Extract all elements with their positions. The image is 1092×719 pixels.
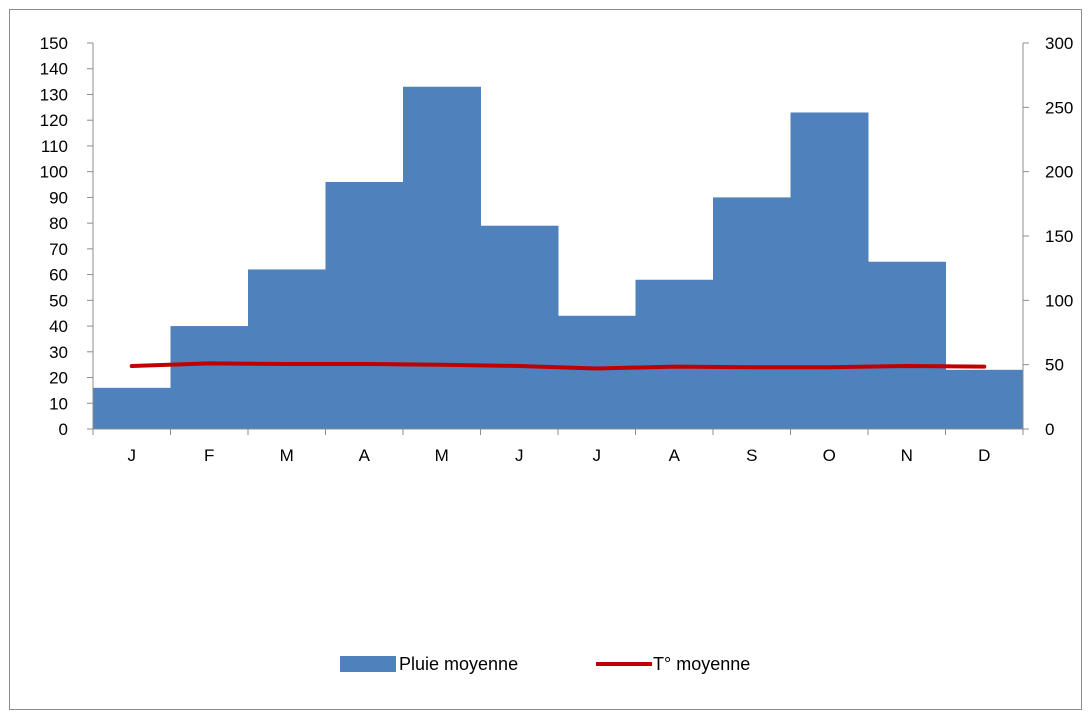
x-tick-label: J (128, 446, 137, 465)
y-left-tick-label: 100 (40, 163, 68, 182)
bar-pluie-2 (248, 269, 326, 429)
legend: Pluie moyenne T° moyenne (340, 654, 750, 674)
y-right-tick-label: 200 (1045, 163, 1073, 182)
y-left-tick-label: 30 (49, 343, 68, 362)
y-left-tick-label: 40 (49, 317, 68, 336)
x-tick-label: J (515, 446, 524, 465)
y-left-tick-label: 70 (49, 240, 68, 259)
x-tick-label: M (280, 446, 294, 465)
bar-pluie-8 (713, 197, 791, 429)
bar-pluie-9 (790, 112, 869, 429)
y-right-tick-label: 300 (1045, 34, 1073, 53)
y-left-tick-label: 80 (49, 214, 68, 233)
y-right-tick-label: 50 (1045, 356, 1064, 375)
x-tick-label: J (593, 446, 602, 465)
bar-pluie-3 (325, 181, 404, 429)
x-tick-label: O (823, 446, 836, 465)
y-right-tick-label: 0 (1045, 420, 1054, 439)
y-left-tick-label: 140 (40, 60, 68, 79)
y-left-tick-label: 110 (41, 137, 68, 156)
y-left-tick-label: 130 (40, 85, 68, 104)
y-right-tick-label: 150 (1045, 227, 1073, 246)
chart-frame: 0 10 20 30 40 50 60 70 80 90 100 110 120 130 140 150 0 50… (9, 9, 1082, 710)
y-left-tick-label: 10 (49, 394, 68, 413)
bar-pluie-1 (170, 326, 249, 429)
y-left-tick-label: 60 (49, 266, 68, 285)
y-left-tick-label: 0 (59, 420, 68, 439)
x-tick-label: N (901, 446, 913, 465)
y-left-tick-label: 150 (40, 34, 68, 53)
x-tick-label: S (746, 446, 757, 465)
x-tick-label: D (978, 446, 990, 465)
bar-pluie-4 (403, 86, 481, 429)
x-tick-label: M (435, 446, 449, 465)
legend-label-temperature: T° moyenne (653, 654, 750, 674)
y-left-tick-label: 20 (49, 369, 68, 388)
y-left-tick-label: 120 (40, 111, 68, 130)
legend-label-pluie: Pluie moyenne (399, 654, 518, 674)
line-temperature (129, 361, 987, 371)
line-layer (129, 361, 987, 371)
bar-pluie-5 (480, 225, 559, 429)
x-tick-label: F (204, 446, 214, 465)
y-right-tick-label: 250 (1045, 98, 1073, 117)
x-tick-label: A (359, 446, 371, 465)
y-right-tick-label: 100 (1045, 291, 1073, 310)
axes-layer: 0 10 20 30 40 50 60 70 80 90 100 110 120 130 140 150 0 50… (40, 34, 1074, 465)
bar-pluie-7 (635, 279, 714, 429)
x-tick-label: A (669, 446, 681, 465)
bar-pluie-11 (945, 369, 1024, 429)
bar-pluie-0 (93, 387, 171, 429)
y-left-tick-label: 50 (49, 291, 68, 310)
chart-svg: 0 10 20 30 40 50 60 70 80 90 100 110 120 130 140 150 0 50… (40, 34, 1074, 674)
legend-swatch-pluie (340, 656, 396, 672)
bar-pluie-10 (868, 261, 946, 429)
y-left-tick-label: 90 (49, 188, 68, 207)
bar-pluie-6 (558, 315, 636, 429)
bars-layer (93, 86, 1024, 429)
